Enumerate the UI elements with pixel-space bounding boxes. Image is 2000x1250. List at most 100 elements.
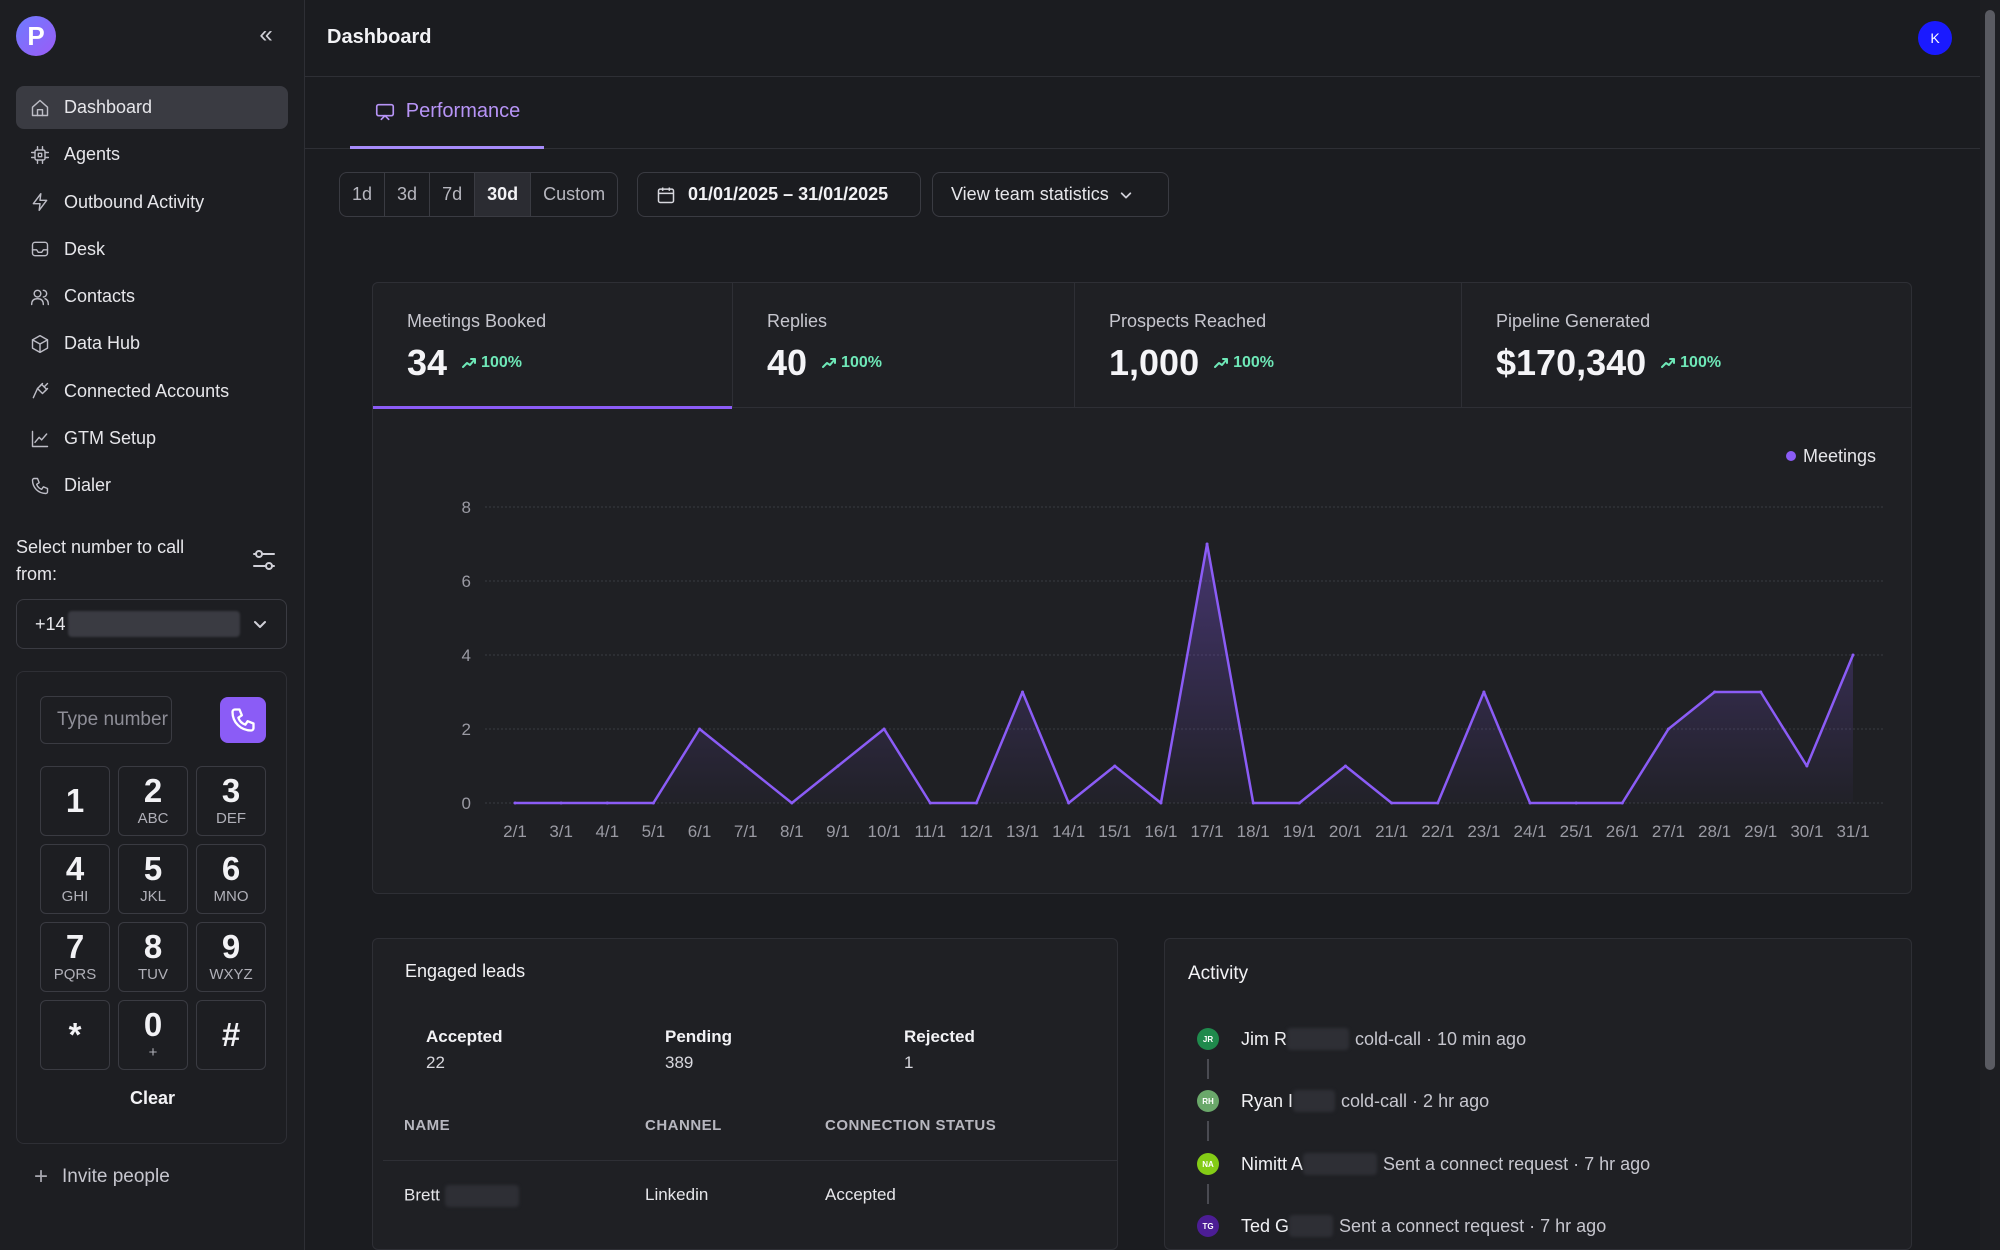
page-scrollbar[interactable] xyxy=(1980,0,2000,1250)
data-point[interactable] xyxy=(1205,542,1209,546)
caller-number-select[interactable]: +14 xyxy=(16,599,287,649)
key-9[interactable]: 9 WXYZ xyxy=(196,922,266,992)
team-statistics-dropdown[interactable]: View team statistics xyxy=(932,172,1169,217)
column-channel[interactable]: CHANNEL xyxy=(645,1117,722,1134)
data-point[interactable] xyxy=(882,727,886,731)
performance-card: Meetings Booked 34 100% Replies 40 100% … xyxy=(372,282,1912,894)
data-point[interactable] xyxy=(1390,801,1394,805)
sidebar-item-agents[interactable]: Agents xyxy=(16,133,288,176)
stat-replies[interactable]: Replies 40 100% xyxy=(733,283,1075,408)
key-digit: * xyxy=(68,1016,82,1053)
data-point[interactable] xyxy=(651,801,655,805)
sidebar-item-connected-accounts[interactable]: Connected Accounts xyxy=(16,370,288,413)
data-point[interactable] xyxy=(1805,764,1809,768)
activity-item[interactable]: RH Ryan I cold-call · 2 hr ago xyxy=(1197,1086,1489,1116)
range-custom[interactable]: Custom xyxy=(543,184,606,204)
avatar: RH xyxy=(1197,1090,1219,1112)
clear-button[interactable]: Clear xyxy=(129,1088,176,1108)
user-avatar[interactable]: K xyxy=(1918,21,1952,55)
sidebar-item-outbound-activity[interactable]: Outbound Activity xyxy=(16,181,288,224)
column-connection-status[interactable]: CONNECTION STATUS xyxy=(825,1117,997,1134)
key-0[interactable]: 0 + xyxy=(118,1000,188,1070)
key-3[interactable]: 3 DEF xyxy=(196,766,266,836)
data-point[interactable] xyxy=(1159,801,1163,805)
data-point[interactable] xyxy=(1620,801,1624,805)
date-range-value: 01/01/2025 – 31/01/2025 xyxy=(688,184,889,204)
invite-people-button[interactable]: + Invite people xyxy=(34,1163,170,1191)
data-point[interactable] xyxy=(1251,801,1255,805)
data-point[interactable] xyxy=(1021,690,1025,694)
data-point[interactable] xyxy=(1113,764,1117,768)
range-1d[interactable]: 1d xyxy=(340,173,386,216)
app-logo[interactable]: P xyxy=(16,16,56,56)
collapse-sidebar-button[interactable]: « xyxy=(259,21,273,48)
data-point[interactable] xyxy=(1297,801,1301,805)
key-hash[interactable]: # xyxy=(196,1000,266,1070)
data-point[interactable] xyxy=(1574,801,1578,805)
key-5[interactable]: 5 JKL xyxy=(118,844,188,914)
scrollbar-thumb[interactable] xyxy=(1985,10,1995,1070)
sidebar-item-contacts[interactable]: Contacts xyxy=(16,275,288,318)
data-point[interactable] xyxy=(836,764,840,768)
data-point[interactable] xyxy=(1343,764,1347,768)
key-8[interactable]: 8 TUV xyxy=(118,922,188,992)
key-1[interactable]: 1 xyxy=(40,766,110,836)
sidebar-item-desk[interactable]: Desk xyxy=(16,228,288,271)
call-from-label: Select number to call from: xyxy=(16,537,185,584)
stat-value: 40 xyxy=(767,342,808,383)
range-3d[interactable]: 3d xyxy=(385,173,431,216)
key-7[interactable]: 7 PQRS xyxy=(40,922,110,992)
table-row[interactable]: Brett Linkedin Accepted xyxy=(383,1161,1117,1229)
data-point[interactable] xyxy=(1666,727,1670,731)
data-point[interactable] xyxy=(1851,653,1855,657)
redacted-number xyxy=(67,611,240,637)
data-point[interactable] xyxy=(605,801,609,805)
call-button[interactable] xyxy=(220,697,266,743)
x-tick-label: 7/1 xyxy=(734,822,758,841)
timeline-connector xyxy=(1207,1184,1209,1204)
key-2[interactable]: 2 ABC xyxy=(118,766,188,836)
data-point[interactable] xyxy=(974,801,978,805)
stat-pipeline-generated[interactable]: Pipeline Generated $170,340 100% xyxy=(1462,283,1911,408)
x-tick-label: 16/1 xyxy=(1144,822,1177,841)
date-range-picker[interactable]: 01/01/2025 – 31/01/2025 xyxy=(637,172,921,217)
bolt-icon xyxy=(32,193,48,212)
stat-meetings-booked[interactable]: Meetings Booked 34 100% xyxy=(373,283,733,409)
activity-item[interactable]: TG Ted G Sent a connect request · 7 hr a… xyxy=(1197,1211,1606,1241)
sidebar-item-data-hub[interactable]: Data Hub xyxy=(16,322,288,365)
data-point[interactable] xyxy=(1067,801,1071,805)
key-digit: 7 xyxy=(65,928,85,965)
sidebar-item-dashboard[interactable]: Dashboard xyxy=(16,86,288,129)
data-point[interactable] xyxy=(744,764,748,768)
stat-prospects-reached[interactable]: Prospects Reached 1,000 100% xyxy=(1075,283,1462,408)
range-7d[interactable]: 7d xyxy=(430,173,476,216)
sidebar-item-dialer[interactable]: Dialer xyxy=(16,464,288,507)
data-point[interactable] xyxy=(1482,690,1486,694)
y-tick-label: 0 xyxy=(462,794,471,813)
dial-number-input[interactable] xyxy=(40,696,172,744)
trend-up-icon xyxy=(1214,358,1229,368)
data-point[interactable] xyxy=(1528,801,1532,805)
data-point[interactable] xyxy=(559,801,563,805)
data-point[interactable] xyxy=(1759,690,1763,694)
key-4[interactable]: 4 GHI xyxy=(40,844,110,914)
key-6[interactable]: 6 MNO xyxy=(196,844,266,914)
lead-stat-label: Accepted xyxy=(426,1027,503,1046)
data-point[interactable] xyxy=(790,801,794,805)
data-point[interactable] xyxy=(1436,801,1440,805)
tab-bar: Performance xyxy=(305,77,1980,149)
key-star[interactable]: * xyxy=(40,1000,110,1070)
data-point[interactable] xyxy=(513,801,517,805)
data-point[interactable] xyxy=(928,801,932,805)
column-name[interactable]: NAME xyxy=(404,1117,451,1134)
leads-rejected: Rejected 1 xyxy=(904,1027,975,1073)
data-point[interactable] xyxy=(698,727,702,731)
activity-item[interactable]: NA Nimitt A Sent a connect request · 7 h… xyxy=(1197,1149,1650,1179)
y-tick-label: 2 xyxy=(462,720,471,739)
data-point[interactable] xyxy=(1713,690,1717,694)
activity-item[interactable]: JR Jim R cold-call · 10 min ago xyxy=(1197,1024,1526,1054)
sliders-icon[interactable] xyxy=(250,546,278,574)
sidebar-item-gtm-setup[interactable]: GTM Setup xyxy=(16,417,288,460)
tab-performance[interactable]: Performance xyxy=(350,77,544,149)
range-30d[interactable]: 30d xyxy=(475,173,532,216)
